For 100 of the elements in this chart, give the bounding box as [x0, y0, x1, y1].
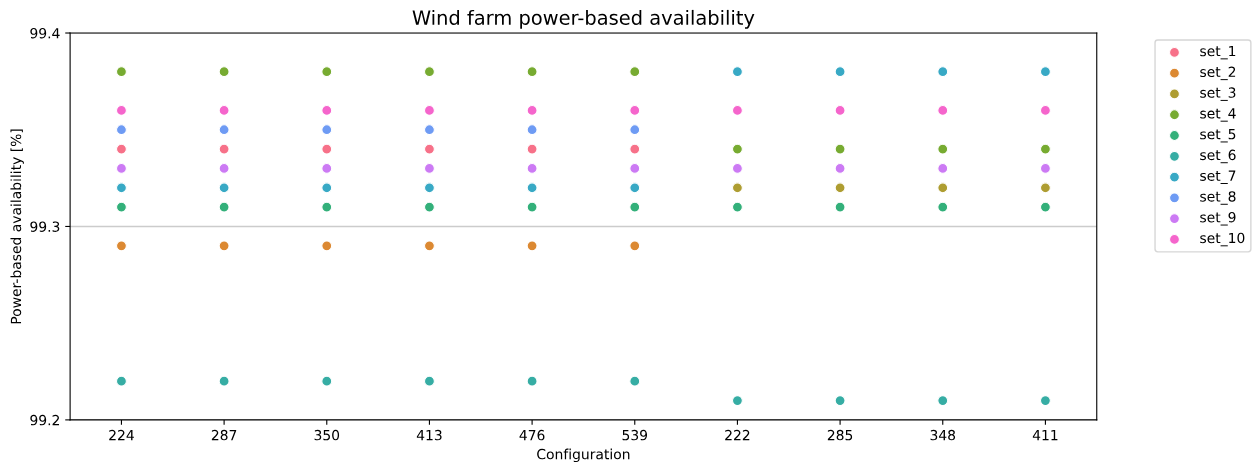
point: [116, 201, 127, 213]
point: [1039, 201, 1051, 213]
point: [321, 66, 333, 78]
y-tick-label: 99.2: [30, 414, 59, 426]
point: [424, 375, 435, 387]
y-tick-label: 99.3: [30, 221, 60, 232]
point: [937, 182, 949, 194]
y-axis-title: Power-based availability [%]: [10, 129, 24, 324]
point: [424, 104, 435, 116]
legend-label: set_7: [1200, 170, 1236, 184]
x-tick-label: 348: [930, 429, 956, 441]
point: [424, 143, 435, 155]
point: [218, 104, 230, 116]
point: [937, 66, 949, 78]
point: [526, 104, 538, 116]
point: [218, 124, 230, 136]
legend-label: set_10: [1200, 232, 1245, 247]
point: [937, 162, 949, 174]
point: [218, 162, 230, 174]
point: [218, 182, 230, 194]
point: [937, 104, 949, 116]
point: [834, 395, 846, 406]
point: [629, 143, 641, 155]
point: [834, 182, 846, 194]
point: [424, 182, 435, 194]
point: [526, 182, 538, 194]
point: [218, 143, 230, 155]
point: [937, 395, 949, 406]
point: [1039, 162, 1051, 174]
legend-label: set_8: [1200, 191, 1236, 205]
x-tick-label: 224: [109, 429, 134, 441]
x-tick-label: 539: [622, 429, 648, 441]
point: [732, 201, 743, 213]
point: [834, 162, 846, 174]
point: [526, 66, 538, 78]
point: [1039, 143, 1051, 155]
point: [218, 240, 230, 252]
legend-label: set_9: [1200, 211, 1236, 226]
x-tick-label: 476: [519, 429, 545, 441]
point: [526, 124, 538, 136]
point: [321, 143, 333, 155]
point: [732, 162, 743, 174]
point: [629, 240, 641, 252]
point: [424, 240, 435, 252]
point: [526, 201, 538, 213]
legend-label: set_6: [1200, 149, 1236, 164]
point: [629, 66, 641, 78]
point: [321, 162, 333, 174]
point: [834, 104, 846, 116]
point: [116, 104, 127, 116]
point: [629, 124, 641, 136]
x-tick-label: 350: [314, 429, 340, 441]
y-tick-label: 99.4: [30, 27, 60, 39]
legend-label: set_3: [1200, 87, 1236, 101]
point: [116, 143, 127, 155]
point: [1039, 66, 1051, 78]
point: [834, 201, 846, 213]
x-tick-label: 285: [827, 429, 853, 441]
x-tick-label: 222: [725, 429, 750, 441]
point: [1039, 104, 1051, 116]
point: [937, 201, 949, 213]
point: [834, 143, 846, 155]
x-tick-label: 411: [1032, 430, 1058, 441]
point: [629, 375, 641, 387]
point: [321, 201, 333, 213]
point: [629, 182, 641, 194]
point: [321, 182, 333, 194]
point: [937, 143, 949, 155]
point: [526, 143, 538, 155]
point: [218, 66, 230, 78]
point: [424, 201, 435, 213]
point: [116, 66, 127, 78]
legend-label: set_5: [1200, 129, 1236, 143]
point: [218, 201, 230, 213]
point: [116, 375, 127, 387]
point: [218, 375, 230, 387]
x-tick-label: 413: [416, 429, 442, 441]
point: [732, 66, 743, 78]
point: [321, 124, 333, 136]
point: [629, 201, 641, 213]
point: [321, 240, 333, 252]
point: [732, 104, 743, 116]
point: [1039, 182, 1051, 194]
point: [116, 162, 127, 174]
legend-label: set_2: [1200, 66, 1236, 81]
point: [732, 143, 743, 155]
x-tick-label: 287: [211, 429, 237, 441]
legend-label: set_4: [1200, 108, 1236, 122]
point: [116, 124, 127, 136]
point: [629, 162, 641, 174]
chart-title: Wind farm power-based availability: [412, 9, 755, 29]
x-axis-title: Configuration: [537, 448, 630, 463]
point: [321, 104, 333, 116]
point: [526, 375, 538, 387]
point: [1039, 395, 1051, 406]
point: [732, 395, 743, 406]
point: [116, 240, 127, 252]
point: [629, 104, 641, 116]
point: [321, 375, 333, 387]
point: [526, 240, 538, 252]
